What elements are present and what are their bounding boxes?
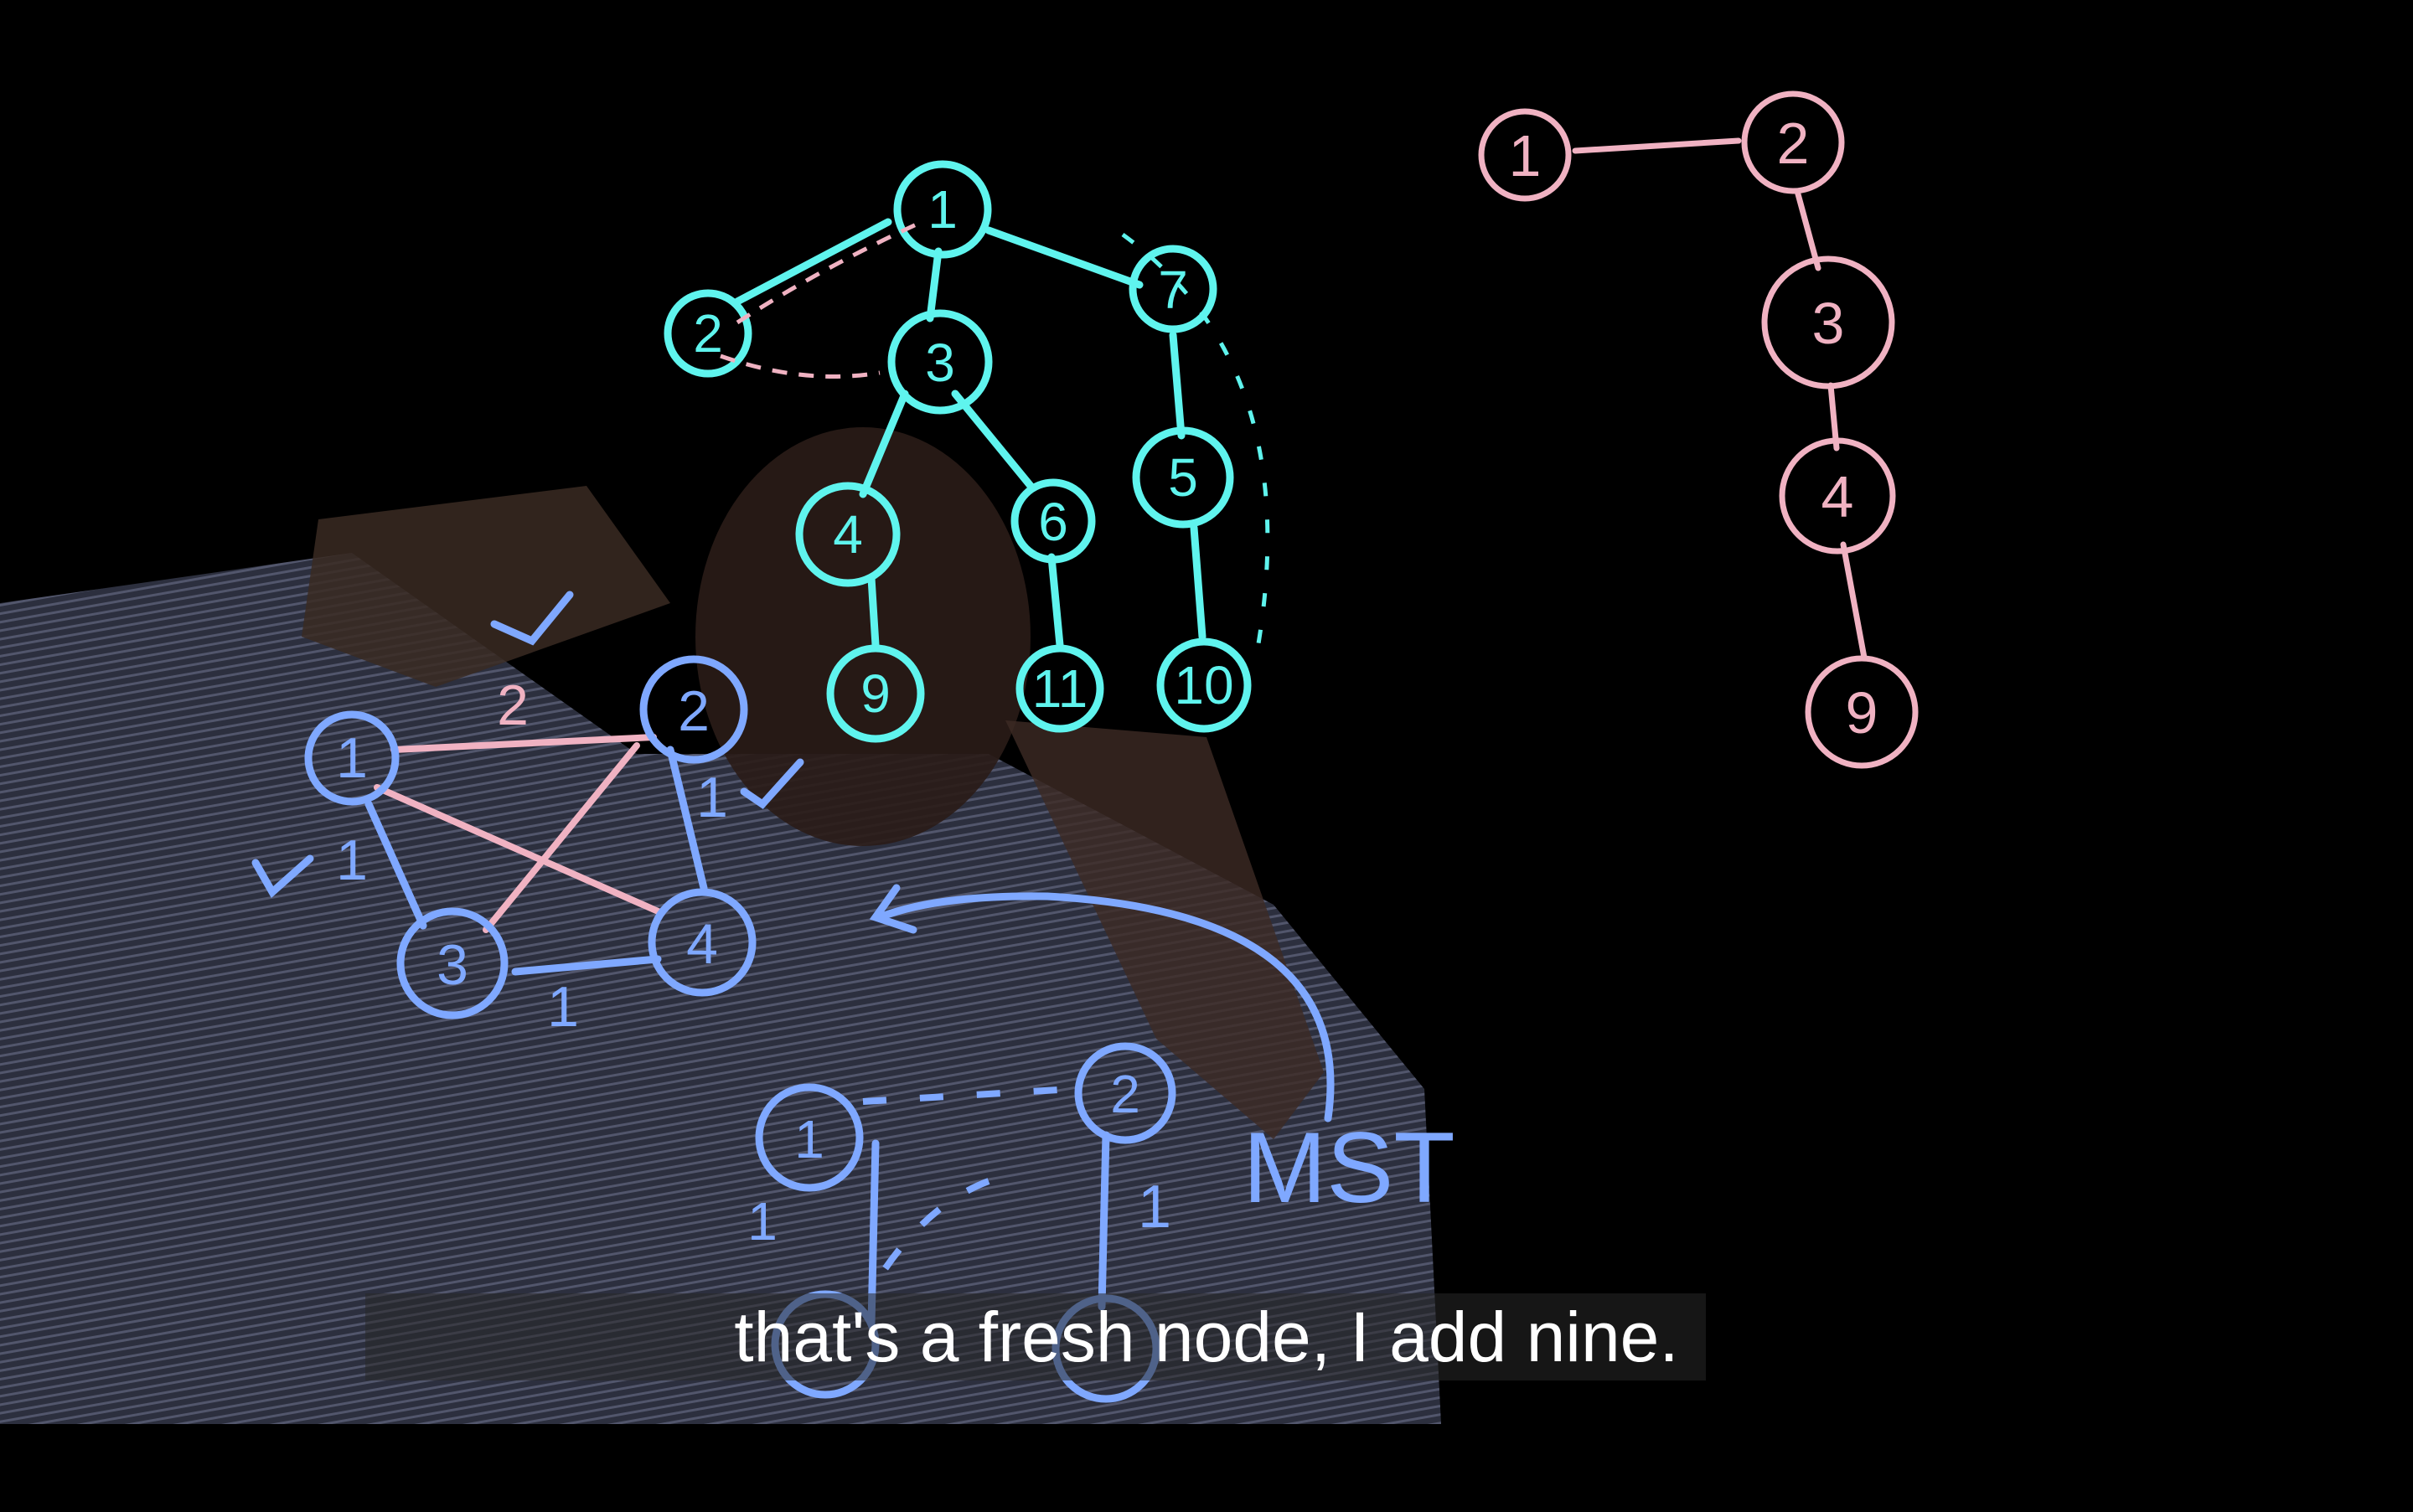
tree-node-7 [1129,245,1217,333]
mst-node-label: 2 [1110,1064,1140,1124]
tree-node-10 [1156,637,1252,733]
tree-node-9 [826,644,925,743]
tree-node-6 [1010,478,1096,564]
path-node-label: 3 [1812,291,1845,356]
tree-node-2 [664,289,752,378]
tree-graph [664,160,1252,743]
small-node-label: 3 [437,933,468,997]
small-node-4 [648,888,757,997]
tree-label: 7 [1158,260,1188,320]
small-node-label: 4 [686,912,718,976]
tree-label: 6 [1038,492,1068,552]
mst-node-label: 1 [794,1109,824,1169]
path-node-label: 4 [1821,464,1854,529]
edge-weight: 1 [696,766,728,829]
small-node-1 [304,710,400,806]
path-node-2 [1741,90,1845,194]
tree-label: 4 [833,504,863,565]
edge-weight: 2 [497,673,529,737]
tree-traversal-arrows [720,219,923,379]
tree-node-1 [893,160,992,259]
tree-label: 2 [693,303,723,364]
tree-node-4 [795,482,901,587]
small-node-label: 1 [336,726,368,790]
path-node-label: 9 [1846,680,1878,746]
mst-label: MST [1243,1112,1455,1224]
tree-label: 3 [925,333,955,393]
tree-labels: 1 2 3 7 4 6 5 9 11 10 [693,179,1233,724]
tree-node-5 [1132,426,1234,529]
edge-weight: 1 [336,828,368,892]
path-node-4 [1779,437,1896,555]
mst-edge-weight: 1 [747,1191,778,1251]
tree-node-3 [887,309,993,415]
tree-label: 9 [860,663,891,724]
tree-node-11 [1015,644,1104,733]
presenter [0,427,1441,1424]
tree-label: 5 [1168,447,1198,508]
small-node-label: 2 [678,679,710,743]
mst-edge-weight: 1 [1138,1174,1171,1241]
tree-label: 1 [927,179,958,240]
mst-node-1 [755,1083,864,1192]
path-node-9 [1805,655,1919,769]
tree-label: 11 [1032,658,1088,719]
path-node-1 [1478,108,1572,202]
path-node-label: 2 [1777,111,1810,176]
path-graph: 1 2 3 4 9 [1478,90,1919,769]
path-node-3 [1761,255,1895,390]
small-node-3 [396,907,509,1019]
tree-label: 10 [1174,655,1233,715]
edge-weight: 1 [547,975,579,1039]
subtitle-background [365,1293,1706,1380]
small-node-2 [639,655,748,764]
subtitle-caption: that's a fresh node, I add nine. [734,1298,1679,1376]
path-node-label: 1 [1509,123,1542,188]
small-graph: 1 2 3 4 2 1 1 1 [251,591,804,1039]
mst-node-2 [1074,1042,1176,1144]
